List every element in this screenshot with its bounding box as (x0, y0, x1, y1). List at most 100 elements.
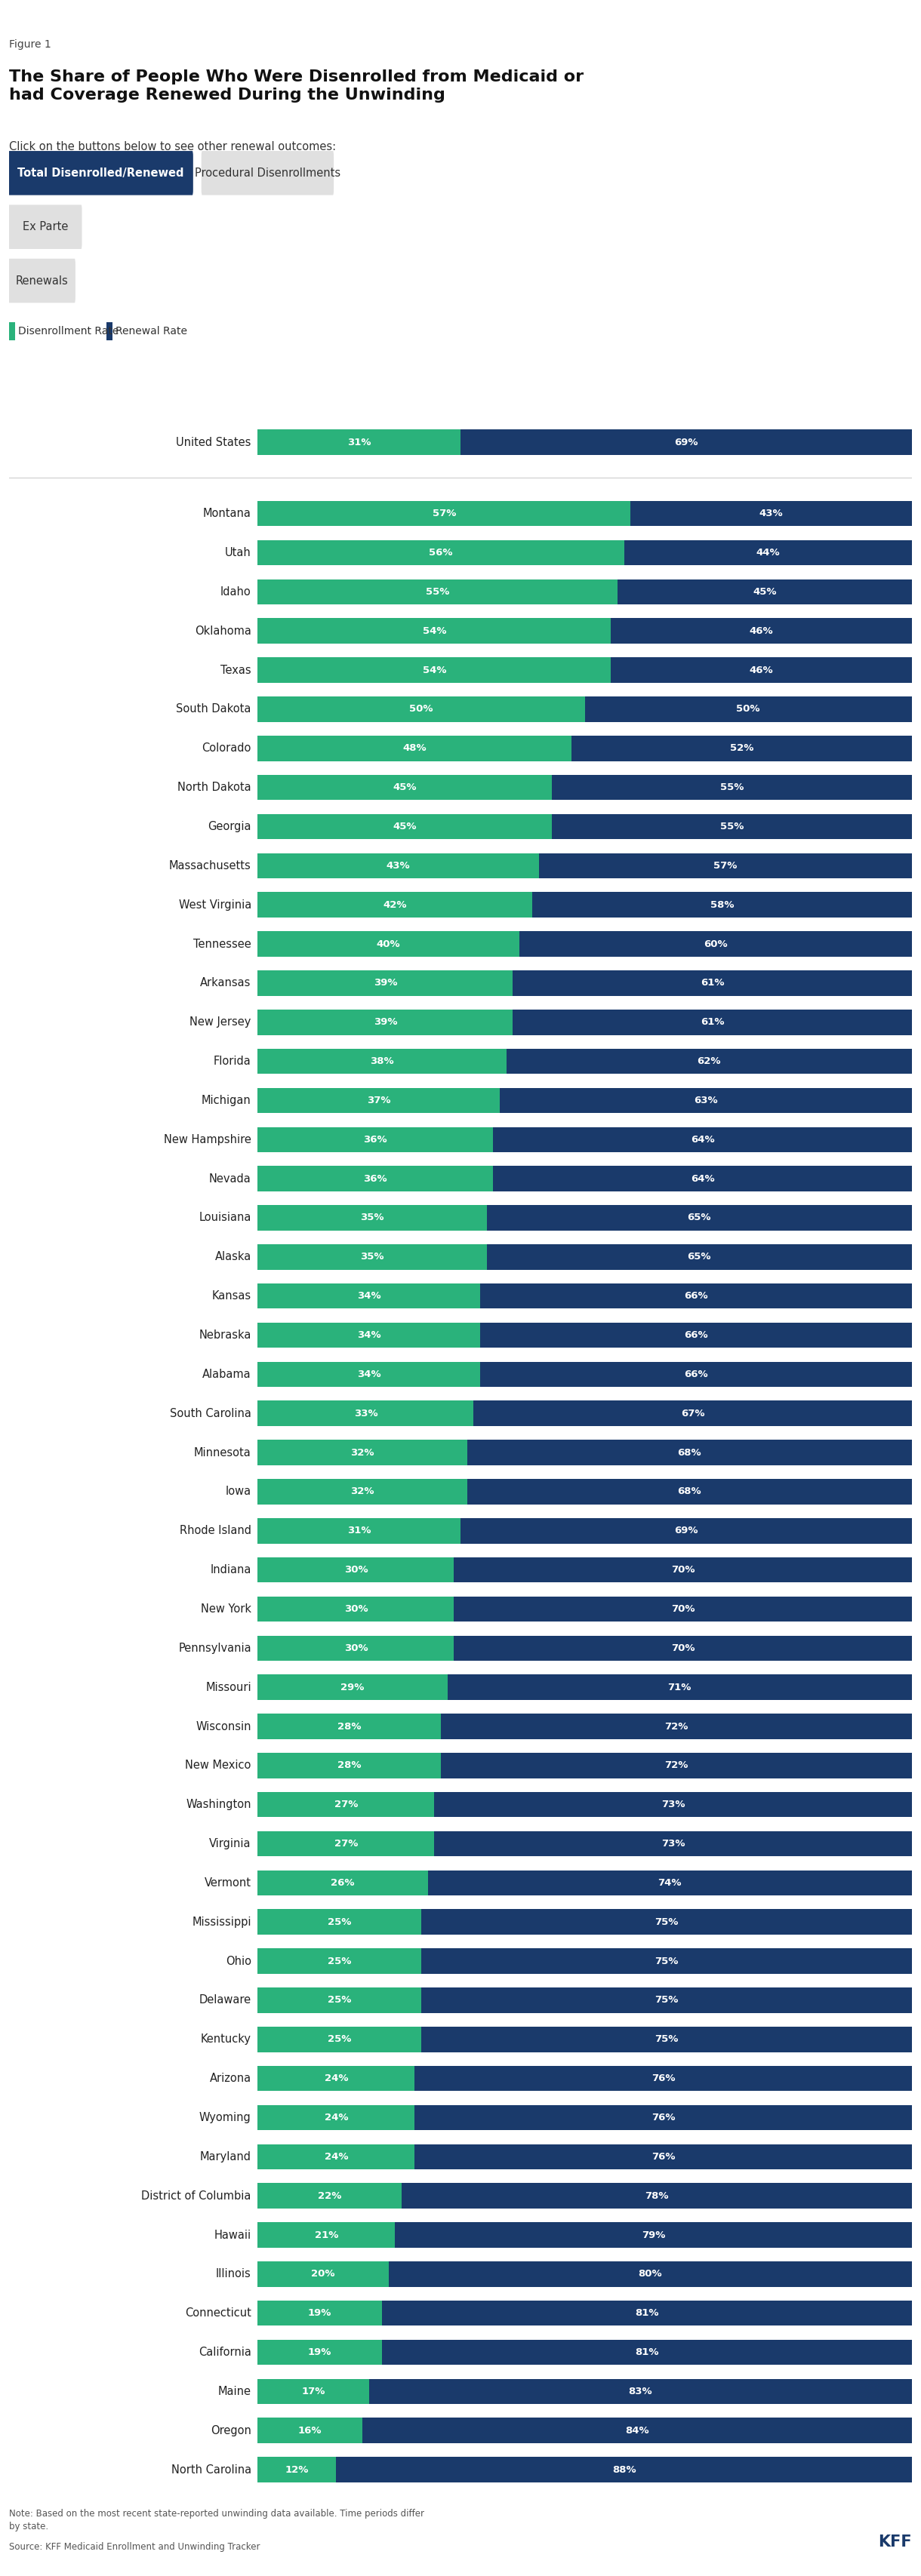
Bar (258, 1674, 448, 1700)
Bar (258, 891, 532, 917)
Bar (500, 1087, 912, 1113)
Text: 45%: 45% (393, 822, 417, 832)
Text: 28%: 28% (337, 1721, 361, 1731)
Bar (258, 853, 539, 878)
Text: Click on the buttons below to see other renewal outcomes:: Click on the buttons below to see other … (9, 142, 336, 152)
Bar (258, 1440, 467, 1466)
Bar (486, 1244, 912, 1270)
Text: Delaware: Delaware (199, 1994, 251, 2007)
Bar (421, 1989, 912, 2012)
Text: Ex Parte: Ex Parte (22, 222, 68, 232)
Text: 80%: 80% (638, 2269, 662, 2280)
Text: Rhode Island: Rhode Island (180, 1525, 251, 1535)
Text: 37%: 37% (367, 1095, 391, 1105)
Text: 19%: 19% (308, 2347, 332, 2357)
Bar (258, 2458, 336, 2483)
Text: United States: United States (176, 435, 251, 448)
Text: 75%: 75% (655, 1996, 679, 2004)
Bar (258, 1010, 513, 1036)
Bar (369, 2378, 912, 2403)
Text: KFF: KFF (878, 2535, 912, 2550)
Text: 61%: 61% (700, 979, 724, 989)
Text: 39%: 39% (373, 1018, 397, 1028)
Text: The Share of People Who Were Disenrolled from Medicaid or
had Coverage Renewed D: The Share of People Who Were Disenrolled… (9, 70, 584, 103)
Bar (362, 2419, 912, 2442)
Text: Maine: Maine (218, 2385, 251, 2398)
Text: Minnesota: Minnesota (194, 1448, 251, 1458)
Text: 84%: 84% (625, 2427, 649, 2434)
Text: California: California (198, 2347, 251, 2357)
Text: Wisconsin: Wisconsin (196, 1721, 251, 1731)
Bar (389, 2262, 912, 2287)
Text: New Hampshire: New Hampshire (164, 1133, 251, 1146)
Bar (382, 2339, 912, 2365)
Text: 25%: 25% (328, 1917, 351, 1927)
Text: Georgia: Georgia (208, 822, 251, 832)
Text: 20%: 20% (311, 2269, 335, 2280)
Text: Arizona: Arizona (210, 2074, 251, 2084)
Text: 69%: 69% (674, 438, 698, 448)
Bar (258, 1321, 480, 1347)
Bar (258, 2143, 414, 2169)
Text: 54%: 54% (423, 665, 447, 675)
Bar (258, 1167, 494, 1190)
Bar (258, 1793, 435, 1816)
Text: Renewal Rate: Renewal Rate (116, 327, 188, 337)
Bar (494, 1126, 912, 1151)
Bar (507, 1048, 912, 1074)
Text: 58%: 58% (710, 899, 734, 909)
Text: 83%: 83% (628, 2385, 652, 2396)
Text: 81%: 81% (635, 2308, 659, 2318)
Text: 31%: 31% (347, 1525, 371, 1535)
Text: Disenrollment Rate: Disenrollment Rate (18, 327, 119, 337)
Text: 30%: 30% (344, 1605, 367, 1615)
Text: Arkansas: Arkansas (201, 976, 251, 989)
Text: Connecticut: Connecticut (185, 2308, 251, 2318)
Text: Renewals: Renewals (16, 276, 68, 286)
Text: 36%: 36% (364, 1175, 388, 1182)
Bar (513, 1010, 912, 1036)
Bar (258, 2262, 389, 2287)
Text: 70%: 70% (671, 1643, 694, 1654)
Bar (611, 657, 912, 683)
Bar (480, 1283, 912, 1309)
Bar (258, 2300, 382, 2326)
Text: 16%: 16% (298, 2427, 322, 2434)
Bar (454, 1636, 912, 1662)
Text: Alaska: Alaska (215, 1252, 251, 1262)
Text: 72%: 72% (664, 1721, 688, 1731)
Text: 75%: 75% (655, 2035, 679, 2045)
Text: 79%: 79% (642, 2231, 665, 2241)
Text: South Dakota: South Dakota (176, 703, 251, 716)
Bar (258, 1713, 441, 1739)
Text: New Mexico: New Mexico (185, 1759, 251, 1772)
Text: 45%: 45% (752, 587, 776, 598)
Text: Ohio: Ohio (226, 1955, 251, 1968)
Bar (494, 1167, 912, 1190)
Bar (258, 1909, 421, 1935)
Text: 19%: 19% (308, 2308, 332, 2318)
Text: Florida: Florida (214, 1056, 251, 1066)
Bar (258, 2419, 362, 2442)
Text: 12%: 12% (286, 2465, 309, 2476)
Text: 48%: 48% (402, 744, 426, 752)
Text: 26%: 26% (331, 1878, 355, 1888)
Text: 21%: 21% (315, 2231, 338, 2241)
Bar (486, 1206, 912, 1231)
Bar (617, 580, 912, 605)
Bar (585, 696, 912, 721)
Text: Vermont: Vermont (204, 1878, 251, 1888)
Text: 35%: 35% (360, 1252, 384, 1262)
Bar (258, 1206, 486, 1231)
Text: 55%: 55% (426, 587, 449, 598)
Bar (258, 1947, 421, 1973)
Text: 40%: 40% (377, 940, 401, 948)
FancyBboxPatch shape (9, 322, 15, 340)
Text: Colorado: Colorado (202, 742, 251, 755)
Text: 39%: 39% (373, 979, 397, 989)
Bar (258, 971, 513, 997)
Bar (258, 2223, 395, 2249)
Text: 46%: 46% (750, 665, 774, 675)
Text: 67%: 67% (681, 1409, 705, 1419)
Text: New Jersey: New Jersey (190, 1018, 251, 1028)
